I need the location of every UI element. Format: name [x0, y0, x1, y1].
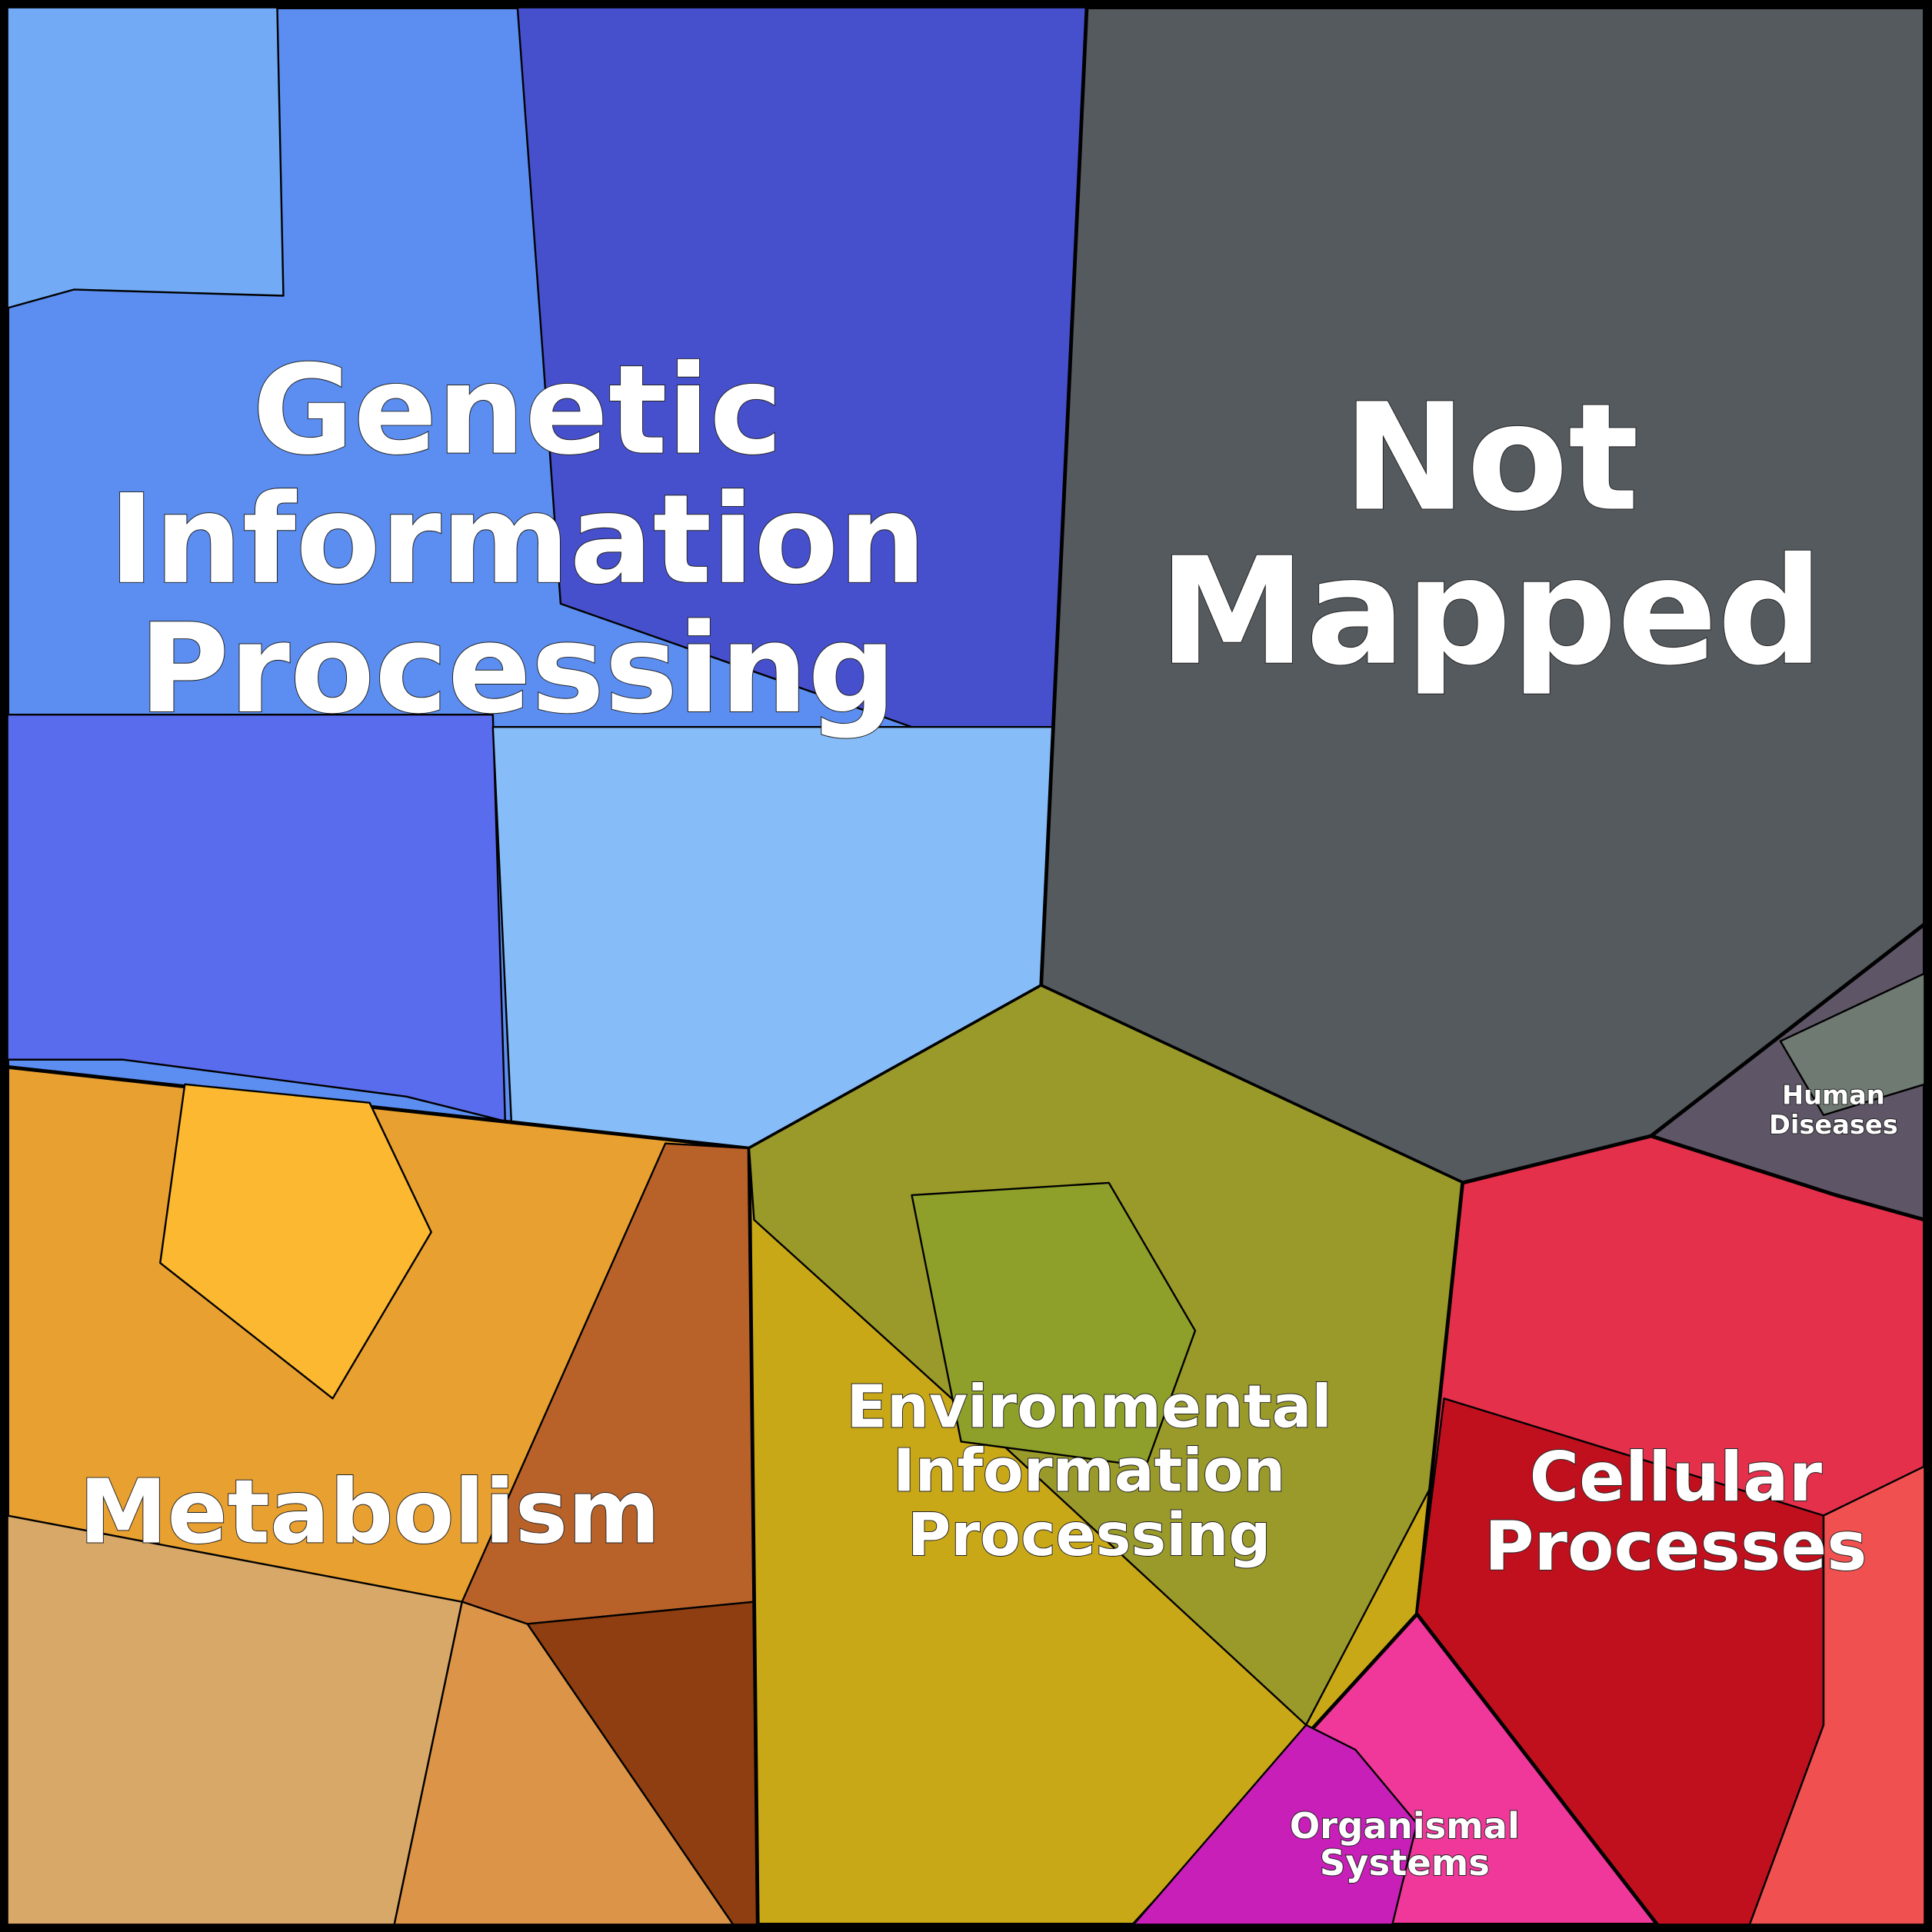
region-label: Processing — [139, 597, 896, 741]
region-label: Systems — [1320, 1842, 1490, 1884]
region-label: Organismal — [1290, 1805, 1520, 1847]
region-label: Information — [893, 1437, 1285, 1506]
region-label: Processing — [908, 1501, 1271, 1570]
subregion — [159, 1083, 432, 1400]
region-label: Cellular — [1529, 1437, 1822, 1517]
region-label: Not — [1343, 373, 1639, 545]
region-label: Processes — [1484, 1507, 1867, 1586]
region-label: Environmental — [847, 1373, 1332, 1441]
subregion — [6, 6, 285, 309]
subregion — [6, 713, 507, 1123]
region-label: Metabolism — [79, 1461, 661, 1564]
region-label: Genetic — [252, 338, 782, 482]
region-label: Information — [108, 468, 926, 611]
region-label: Human — [1782, 1080, 1885, 1110]
region-label: Diseases — [1769, 1110, 1898, 1140]
region-label: Mapped — [1158, 527, 1823, 698]
subregion — [911, 1181, 1197, 1467]
